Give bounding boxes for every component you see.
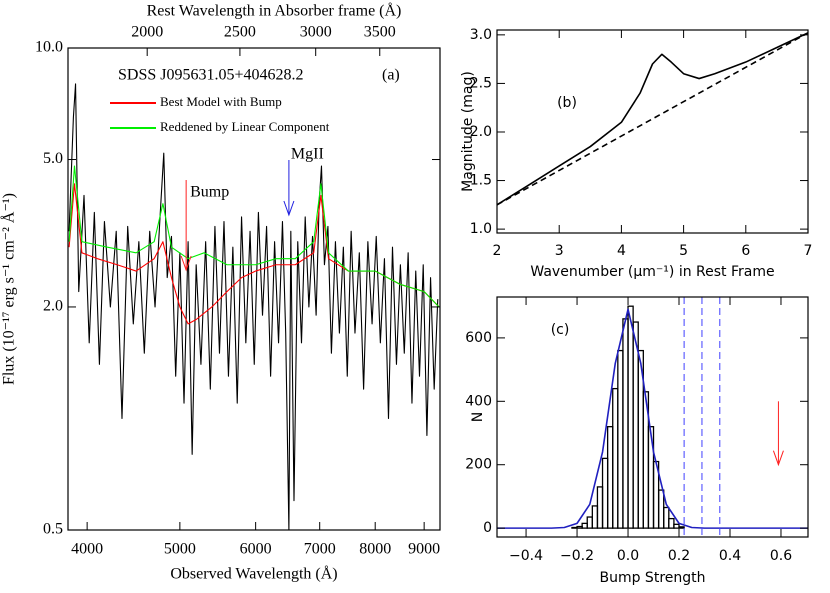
hist-bar: [657, 489, 665, 529]
hist-bar: [576, 525, 583, 529]
y-tick-label: 200: [465, 457, 492, 473]
y-axis-label: N: [470, 412, 486, 422]
x-tick-label: 4: [617, 243, 626, 259]
x-tick-label: 2: [493, 243, 502, 259]
hist-bar: [581, 522, 588, 529]
x-tick-label: 0.0: [617, 548, 639, 564]
x-tick-label: 8000: [359, 541, 391, 558]
x-tick-label: −0.4: [509, 548, 543, 564]
hist-bar: [571, 526, 578, 529]
panel: 2 3 4 5 6 7 1.0 1.5 2.0 2.5 3.0 Wavenumber (μm⁻¹) i…: [460, 27, 812, 280]
series-line: [68, 183, 440, 325]
hist-bar: [591, 505, 599, 529]
x-tick-label: 5000: [164, 541, 196, 558]
annotation: (c): [551, 322, 570, 338]
x2-tick-label: 2500: [224, 24, 256, 41]
x2-tick-label: 3000: [300, 24, 332, 41]
y-tick-label: 0.5: [43, 521, 63, 538]
arrow-head: [283, 200, 295, 217]
arrow-label: MgII: [291, 146, 324, 163]
hist-bar: [622, 318, 629, 529]
hist-bar: [612, 387, 619, 529]
panel: 4000 5000 6000 7000 8000 9000 2000 2500 3000 3500…: [0, 2, 441, 583]
arrow-head: [772, 450, 784, 467]
y-tick-label: 0: [483, 520, 492, 536]
hist-bar: [596, 486, 604, 529]
x-axis-label: Wavenumber (μm⁻¹) in Rest Frame: [530, 264, 774, 280]
plot-area: [497, 297, 808, 537]
hist-bar: [668, 517, 675, 529]
hist-bar: [632, 321, 639, 529]
hist-bar: [586, 516, 593, 529]
series-line: [497, 308, 808, 529]
x-tick-label: 4000: [71, 541, 103, 558]
hist-bar: [627, 305, 634, 529]
arrow-label: Bump: [190, 184, 229, 201]
hist-bar: [601, 457, 609, 529]
x-axis-label: Observed Wavelength (Å): [170, 565, 337, 583]
series-line: [497, 32, 808, 206]
hist-bar: [678, 526, 685, 529]
x-tick-label: 7: [804, 243, 813, 259]
series-line: [497, 32, 808, 206]
x-tick-label: 3: [555, 243, 564, 259]
plot-area: [68, 83, 440, 530]
hist-bar: [673, 523, 680, 529]
y-tick-label: 2.0: [43, 298, 63, 315]
series-line: [68, 165, 440, 308]
x-tick-label: 0.6: [770, 548, 792, 564]
x2-axis-label: Rest Wavelength in Absorber frame (Å): [147, 2, 402, 20]
y-tick-label: 2.5: [470, 75, 492, 91]
annotation: (b): [557, 95, 577, 111]
y-axis-label: Flux (10⁻¹⁷ erg s⁻¹ cm⁻² Å⁻¹): [0, 193, 18, 385]
arrow-head: [180, 255, 192, 272]
y-tick-label: 600: [465, 330, 492, 346]
y-axis-label: Magnitude (mag): [460, 71, 476, 192]
legend-label: Best Model with Bump: [160, 94, 282, 109]
x2-tick-label: 2000: [131, 24, 163, 41]
x2-tick-label: 3500: [364, 24, 396, 41]
axes-frame: [496, 29, 809, 234]
hist-bar: [617, 349, 624, 529]
x-tick-label: 5: [679, 243, 688, 259]
y-tick-label: 10.0: [35, 39, 63, 56]
plot-area: [497, 32, 808, 206]
annotation: (a): [382, 67, 400, 84]
x-tick-label: 7000: [304, 541, 336, 558]
y-tick-label: 1.5: [470, 173, 492, 189]
axes-frame: [67, 47, 441, 531]
axes-frame: [496, 296, 809, 538]
x-tick-label: −0.2: [560, 548, 594, 564]
hist-bar: [663, 506, 670, 529]
y-tick-label: 3.0: [470, 27, 492, 43]
legend-label: Reddened by Linear Component: [160, 119, 330, 134]
x-tick-label: 0.2: [668, 548, 690, 564]
y-tick-label: 2.0: [470, 124, 492, 140]
y-tick-label: 400: [465, 393, 492, 409]
x-tick-label: 6000: [240, 541, 272, 558]
x-tick-label: 6: [741, 243, 750, 259]
hist-bar: [606, 426, 614, 529]
series-line: [68, 83, 439, 530]
annotation: SDSS J095631.05+404628.2: [118, 67, 304, 84]
x-axis-label: Bump Strength: [599, 570, 705, 586]
y-tick-label: 1.0: [470, 221, 492, 237]
y-tick-label: 5.0: [43, 150, 63, 167]
x-tick-label: 0.4: [719, 548, 741, 564]
panel: −0.4 −0.2 0.0 0.2 0.4 0.6 0 200 400 600 Bump Stren…: [465, 296, 809, 586]
x-tick-label: 9000: [408, 541, 440, 558]
